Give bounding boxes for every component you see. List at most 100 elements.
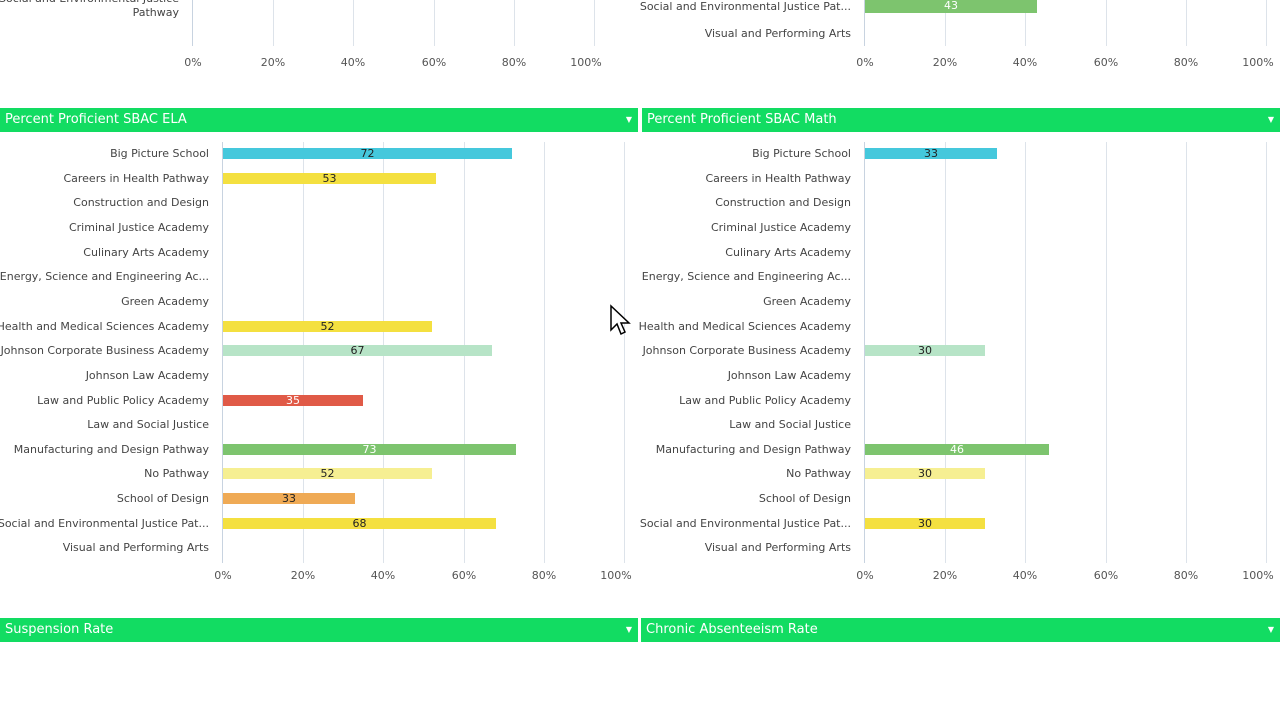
bar: 33 (223, 493, 355, 504)
bar: 30 (865, 468, 985, 479)
x-tick-label: 80% (531, 569, 557, 582)
category-label: Social and Environmental Justice Pat... (639, 517, 851, 530)
panel-title: Chronic Absenteeism Rate (646, 622, 818, 637)
x-tick-label: 60% (451, 569, 477, 582)
category-label: Construction and Design (715, 196, 851, 209)
x-tick-label: 40% (1012, 56, 1038, 69)
x-tick-label: 60% (1093, 569, 1119, 582)
x-tick-label: 40% (1012, 569, 1038, 582)
bar: 53 (223, 173, 436, 184)
category-label: Visual and Performing Arts (704, 27, 851, 40)
bar: 35 (223, 395, 363, 406)
gridline (1266, 0, 1267, 46)
category-label: Manufacturing and Design Pathway (13, 443, 209, 456)
category-label: School of Design (758, 492, 851, 505)
x-tick-label: 100% (600, 569, 632, 582)
dropdown-caret-icon[interactable]: ▼ (1267, 115, 1274, 124)
category-label: Criminal Justice Academy (710, 221, 851, 234)
x-tick-label: 40% (340, 56, 366, 69)
gridline (273, 0, 274, 46)
category-label: Big Picture School (752, 147, 851, 160)
panel-header-suspension[interactable]: Suspension Rate ▼ (0, 618, 638, 642)
bar: 68 (223, 518, 496, 529)
gridline (353, 0, 354, 46)
category-label: Pathway (132, 6, 179, 19)
category-label: No Pathway (786, 467, 851, 480)
x-tick-label: 20% (290, 569, 316, 582)
gridline (624, 142, 625, 563)
category-label: Johnson Law Academy (85, 369, 209, 382)
category-label: Johnson Law Academy (727, 369, 851, 382)
category-label: Johnson Corporate Business Academy (0, 344, 209, 357)
category-label: Johnson Corporate Business Academy (642, 344, 851, 357)
gridline (1106, 0, 1107, 46)
bar: 73 (223, 444, 516, 455)
gridline (1025, 142, 1026, 563)
gridline (1266, 142, 1267, 563)
panel-title: Percent Proficient SBAC Math (647, 112, 837, 127)
bar: 72 (223, 148, 512, 159)
y-axis-line (864, 142, 865, 563)
category-label: Careers in Health Pathway (705, 172, 851, 185)
category-label: Criminal Justice Academy (68, 221, 209, 234)
dropdown-caret-icon[interactable]: ▼ (625, 115, 632, 124)
category-label: School of Design (116, 492, 209, 505)
panel-header-ela[interactable]: Percent Proficient SBAC ELA ▼ (0, 108, 638, 132)
category-label: Visual and Performing Arts (62, 541, 209, 554)
x-tick-label: 100% (1242, 56, 1274, 69)
gridline (434, 0, 435, 46)
x-tick-label: 80% (501, 56, 527, 69)
bar: 30 (865, 518, 985, 529)
category-label: Green Academy (763, 295, 851, 308)
x-tick-label: 0% (856, 56, 874, 69)
x-tick-label: 100% (1242, 569, 1274, 582)
category-label: Health and Medical Sciences Academy (0, 320, 209, 333)
category-label: Culinary Arts Academy (83, 246, 209, 259)
category-label: Careers in Health Pathway (63, 172, 209, 185)
dropdown-caret-icon[interactable]: ▼ (625, 625, 632, 634)
x-tick-label: 20% (932, 569, 958, 582)
bar: 46 (865, 444, 1049, 455)
y-axis-line (192, 0, 193, 46)
y-axis-line (222, 142, 223, 563)
gridline (544, 142, 545, 563)
x-tick-label: 40% (370, 569, 396, 582)
gridline (1106, 142, 1107, 563)
category-label: Energy, Science and Engineering Ac... (641, 270, 851, 283)
mouse-cursor-icon (610, 304, 631, 336)
dropdown-caret-icon[interactable]: ▼ (1267, 625, 1274, 634)
category-label: Social and Environmental Justice Pat... (639, 0, 851, 13)
category-label: Construction and Design (73, 196, 209, 209)
category-label: Visual and Performing Arts (704, 541, 851, 554)
panel-header-math[interactable]: Percent Proficient SBAC Math ▼ (642, 108, 1280, 132)
category-label: Big Picture School (110, 147, 209, 160)
panel-title: Percent Proficient SBAC ELA (5, 112, 187, 127)
gridline (1186, 142, 1187, 563)
category-label: Law and Social Justice (87, 418, 209, 431)
bar: 67 (223, 345, 492, 356)
category-label: Culinary Arts Academy (725, 246, 851, 259)
category-label: Social and Environmental Justice Pat... (0, 517, 209, 530)
x-tick-label: 100% (570, 56, 602, 69)
x-tick-label: 60% (1093, 56, 1119, 69)
bar: 33 (865, 148, 997, 159)
gridline (1186, 0, 1187, 46)
x-tick-label: 80% (1173, 569, 1199, 582)
x-tick-label: 0% (856, 569, 874, 582)
x-tick-label: 80% (1173, 56, 1199, 69)
category-label: Social and Environmental Justice (0, 0, 179, 5)
category-label: Green Academy (121, 295, 209, 308)
panel-title: Suspension Rate (5, 622, 114, 637)
panel-header-absenteeism[interactable]: Chronic Absenteeism Rate ▼ (641, 618, 1280, 642)
category-label: Law and Public Policy Academy (37, 394, 209, 407)
gridline (945, 0, 946, 46)
category-label: Law and Social Justice (729, 418, 851, 431)
x-tick-label: 20% (932, 56, 958, 69)
x-tick-label: 0% (214, 569, 232, 582)
bar: 52 (223, 468, 432, 479)
category-label: Law and Public Policy Academy (679, 394, 851, 407)
gridline (594, 0, 595, 46)
x-tick-label: 60% (421, 56, 447, 69)
category-label: No Pathway (144, 467, 209, 480)
gridline (514, 0, 515, 46)
